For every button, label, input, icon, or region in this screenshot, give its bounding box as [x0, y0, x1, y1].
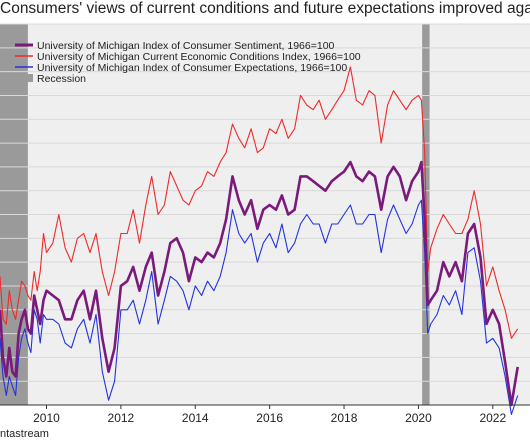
source-note: ntastream [0, 428, 49, 440]
series-lines [0, 66, 519, 416]
x-tick-label: 2010 [33, 411, 60, 425]
x-tick-label: 2016 [256, 411, 283, 425]
series-line-sentiment [0, 160, 519, 407]
x-axis: 2010 2012 2014 2016 2018 2020 2022 [0, 404, 530, 425]
legend-label-sentiment: University of Michigan Index of Consumer… [37, 40, 335, 52]
legend-label-recession: Recession [37, 73, 86, 85]
x-tick-label: 2020 [405, 411, 432, 425]
chart-title: Consumers' views of current conditions a… [0, 0, 530, 17]
x-tick-label: 2018 [331, 411, 358, 425]
legend-label-current: University of Michigan Current Economic … [37, 51, 361, 63]
series-line-current [0, 66, 519, 339]
gridlines [0, 23, 530, 406]
legend-label-expectations: University of Michigan Index of Consumer… [37, 62, 347, 74]
x-tick-label: 2012 [108, 411, 135, 425]
legend-swatch-recession [15, 74, 33, 82]
x-tick-label: 2022 [479, 411, 506, 425]
x-tick-label: 2014 [182, 411, 209, 425]
legend: University of Michigan Index of Consumer… [15, 40, 361, 85]
